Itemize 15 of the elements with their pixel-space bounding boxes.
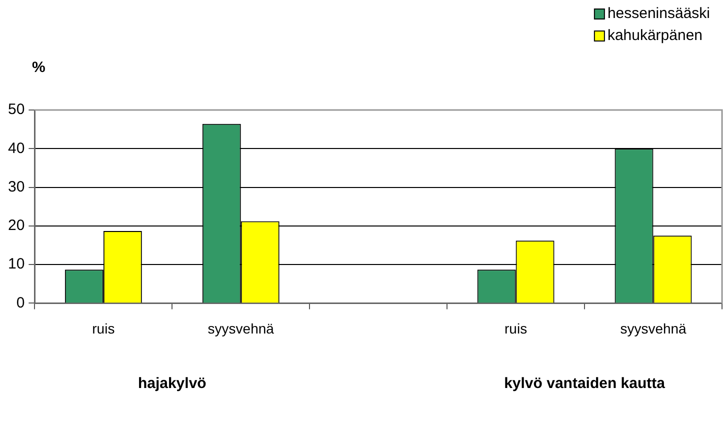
- y-tick-label: 50: [8, 101, 25, 118]
- legend-label: hesseninsääski: [607, 5, 710, 22]
- y-tick-label: 0: [16, 294, 25, 312]
- x-tick-label: syysvehnä: [208, 320, 274, 336]
- y-tick-label: 20: [8, 217, 25, 234]
- x-tick-label: ruis: [92, 320, 115, 336]
- x-tick-label: ruis: [504, 320, 528, 336]
- legend-label: kahukärpänen: [607, 27, 703, 44]
- y-tick-label: 30: [8, 178, 25, 196]
- x-tick-label: syysvehnä: [620, 320, 687, 336]
- y-tick-label: 40: [8, 140, 25, 157]
- y-tick-label: 10: [8, 256, 25, 273]
- text: kylvö vantaiden kautta: [504, 375, 665, 392]
- text: hajakylvö: [138, 375, 206, 392]
- y-axis-title: %: [32, 59, 46, 76]
